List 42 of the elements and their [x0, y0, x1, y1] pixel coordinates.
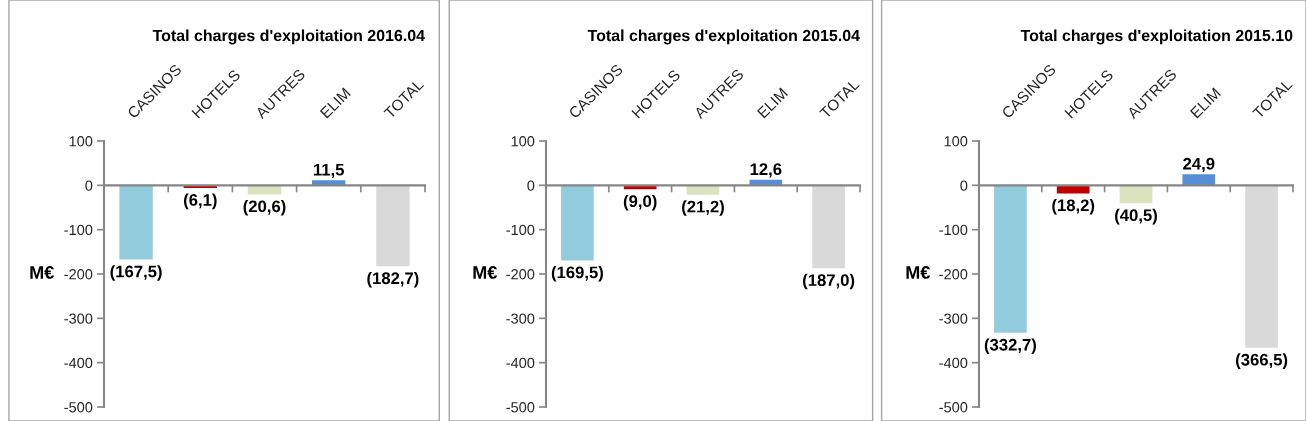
y-tick-label: -300	[939, 313, 968, 324]
y-tick-label: -300	[506, 313, 535, 324]
y-tick-label: -400	[939, 357, 968, 369]
y-tick-label: -500	[939, 402, 968, 413]
data-label: (40,5)	[1115, 208, 1157, 225]
y-tick-label: -200	[939, 269, 968, 280]
data-label: (20,6)	[243, 200, 286, 216]
y-tick-label: 0	[527, 180, 535, 191]
y-tick-label: -400	[64, 357, 93, 369]
data-label: 12,6	[750, 163, 782, 178]
y-tick-label: 100	[511, 136, 535, 147]
chart-title: Total charges d'exploitation 2016.04	[152, 29, 425, 45]
chart-title: Total charges d'exploitation 2015.04	[587, 29, 860, 45]
data-label: (167,5)	[110, 265, 162, 281]
data-label: (187,0)	[803, 273, 855, 290]
data-label: (9,0)	[623, 194, 657, 211]
chart-title: Total charges d'exploitation 2015.10	[1020, 29, 1293, 45]
y-tick-label: -100	[506, 224, 535, 236]
y-tick-label: -200	[506, 269, 535, 280]
data-label: (6,1)	[184, 193, 217, 210]
y-tick-label: -200	[64, 269, 93, 280]
y-tick-label: -100	[64, 224, 93, 236]
y-tick-label: 100	[944, 136, 968, 147]
y-tick-label: -500	[506, 402, 535, 413]
data-label: (182,7)	[367, 271, 419, 288]
y-tick-label: 0	[85, 180, 93, 191]
y-axis-title: M€	[906, 266, 931, 279]
y-tick-label: 100	[69, 136, 93, 147]
data-label: (18,2)	[1052, 198, 1095, 215]
data-label: (366,5)	[1236, 353, 1288, 369]
data-label: 11,5	[313, 163, 344, 178]
y-tick-label: 0	[960, 180, 968, 191]
y-axis-title: M€	[473, 266, 498, 279]
y-tick-label: -500	[64, 402, 93, 413]
y-axis-title: M€	[30, 266, 54, 279]
data-label: (169,5)	[551, 266, 603, 282]
data-label: (332,7)	[984, 338, 1036, 354]
data-label: (21,2)	[682, 200, 724, 216]
y-tick-label: -100	[939, 224, 968, 236]
y-tick-label: -400	[506, 357, 535, 369]
data-label: 24,9	[1183, 157, 1215, 173]
y-tick-label: -300	[64, 313, 93, 324]
